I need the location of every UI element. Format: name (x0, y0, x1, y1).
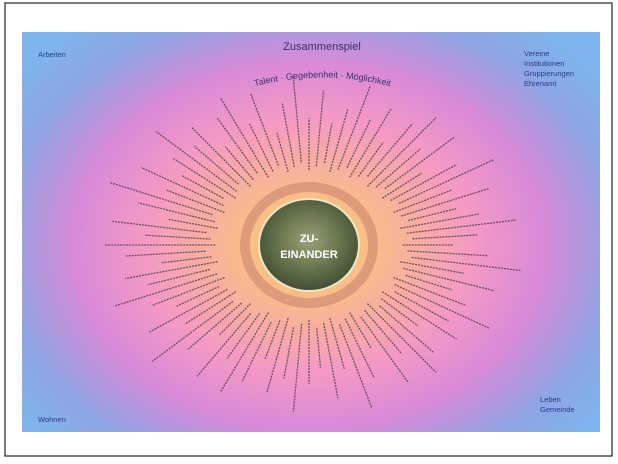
corner-label: Gruppierungen (524, 69, 574, 78)
corner-label: Gemeinde (540, 405, 575, 414)
center-text: ZU- (300, 233, 319, 245)
title: Zusammenspiel (283, 41, 361, 53)
center-photo (259, 199, 359, 291)
corner-label: Institutionen (524, 59, 564, 68)
corner-label: Leben (540, 395, 561, 404)
corner-label: Ehrenamt (524, 79, 557, 88)
corner-label: Vereine (524, 49, 549, 58)
center-text: EINANDER (280, 249, 338, 261)
corner-label: Wohnen (38, 415, 66, 424)
corner-label: Arbeiten (38, 50, 66, 59)
poster-page: ZU- EINANDER Zusammenspiel Talent · Gege… (0, 0, 618, 459)
